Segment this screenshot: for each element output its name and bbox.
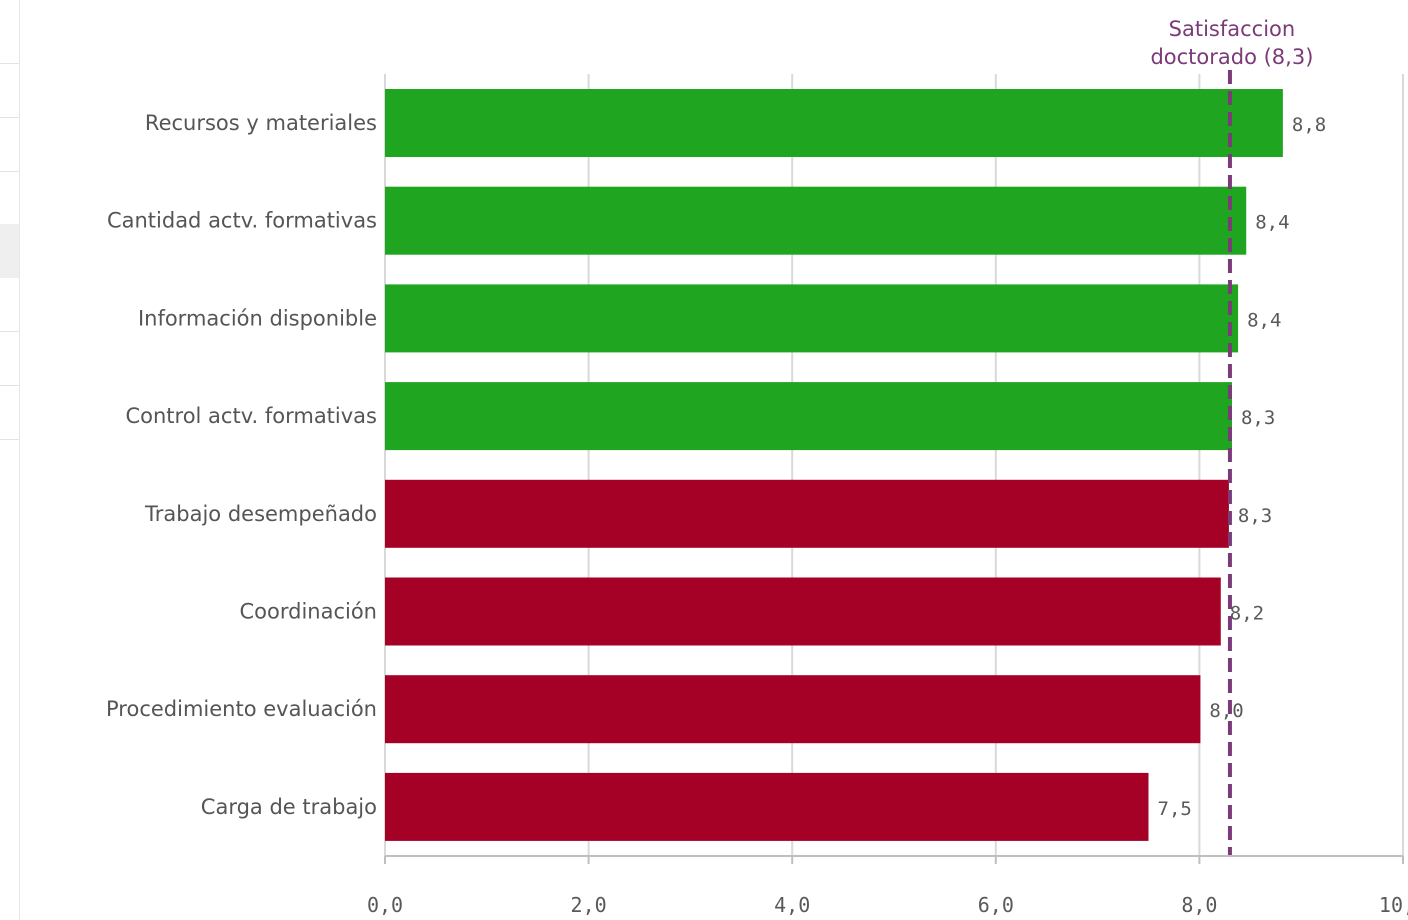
category-label: Procedimiento evaluación	[106, 697, 377, 721]
category-label: Trabajo desempeñado	[144, 502, 377, 526]
x-tick-label: 4,0	[774, 893, 810, 917]
category-label: Carga de trabajo	[201, 795, 377, 819]
value-label: 7,5	[1158, 798, 1192, 820]
x-tick-label: 10,0	[1379, 893, 1408, 917]
value-label: 8,0	[1209, 700, 1243, 722]
left-panel-divider	[0, 117, 19, 118]
left-panel-edge	[0, 0, 20, 920]
bar[interactable]	[385, 89, 1283, 157]
value-label: 8,2	[1230, 603, 1264, 625]
category-label: Control actv. formativas	[125, 404, 377, 428]
value-labels: 8,8 8,4 8,4 8,3 8,3 8,2 8,0 7,5	[1158, 114, 1327, 820]
category-labels: Recursos y materiales Cantidad actv. form…	[106, 111, 377, 819]
x-tick-label: 6,0	[978, 893, 1014, 917]
bar[interactable]	[385, 675, 1201, 744]
x-tick-label: 8,0	[1181, 893, 1217, 917]
left-panel-divider	[0, 439, 19, 440]
value-label: 8,4	[1255, 212, 1289, 234]
left-panel-divider	[0, 331, 19, 332]
left-panel-selected-item	[0, 224, 19, 278]
value-label: 8,3	[1241, 407, 1275, 429]
bar[interactable]	[385, 186, 1247, 255]
left-panel-divider	[0, 63, 19, 64]
value-label: 8,3	[1238, 505, 1272, 527]
x-tick-label: 0,0	[367, 893, 403, 917]
category-label: Información disponible	[138, 306, 377, 330]
x-tick-label: 2,0	[571, 893, 607, 917]
reference-line-label: doctorado (8,3)	[1150, 45, 1313, 69]
bar[interactable]	[385, 577, 1221, 646]
left-panel-divider	[0, 385, 19, 386]
category-label: Recursos y materiales	[145, 111, 377, 135]
value-label: 8,8	[1292, 114, 1326, 136]
bars	[385, 89, 1283, 841]
value-label: 8,4	[1247, 309, 1281, 331]
bar[interactable]	[385, 772, 1149, 841]
reference-line-label: Satisfaccion	[1169, 17, 1296, 41]
bar[interactable]	[385, 479, 1229, 548]
left-panel-divider	[0, 171, 19, 172]
bar[interactable]	[385, 382, 1232, 451]
bar[interactable]	[385, 284, 1239, 353]
reference-line-group: Satisfaccion doctorado (8,3)	[1150, 17, 1313, 856]
x-axis-ticks: 0,0 2,0 4,0 6,0 8,0 10,0	[367, 855, 1408, 917]
category-label: Coordinación	[239, 600, 377, 624]
category-label: Cantidad actv. formativas	[107, 209, 377, 233]
